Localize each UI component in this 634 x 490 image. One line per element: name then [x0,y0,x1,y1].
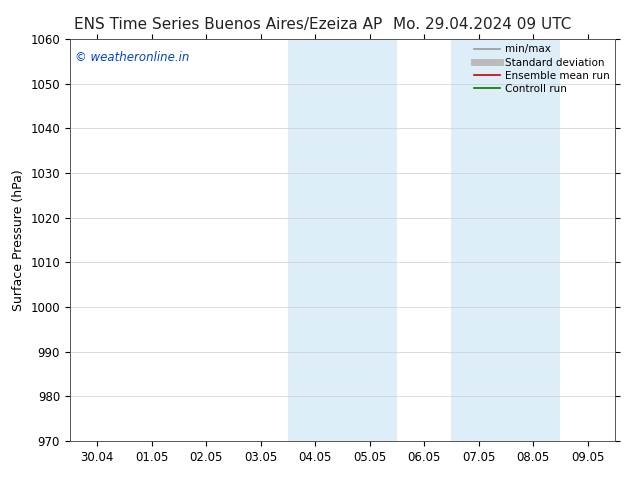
Text: © weatheronline.in: © weatheronline.in [75,51,190,64]
Bar [342,39,397,441]
Bar [288,39,342,441]
Legend: min/max, Standard deviation, Ensemble mean run, Controll run: min/max, Standard deviation, Ensemble me… [474,45,610,94]
Y-axis label: Surface Pressure (hPa): Surface Pressure (hPa) [11,169,25,311]
Text: ENS Time Series Buenos Aires/Ezeiza AP: ENS Time Series Buenos Aires/Ezeiza AP [74,17,382,32]
Bar [451,39,506,441]
Text: Mo. 29.04.2024 09 UTC: Mo. 29.04.2024 09 UTC [392,17,571,32]
Bar [506,39,560,441]
